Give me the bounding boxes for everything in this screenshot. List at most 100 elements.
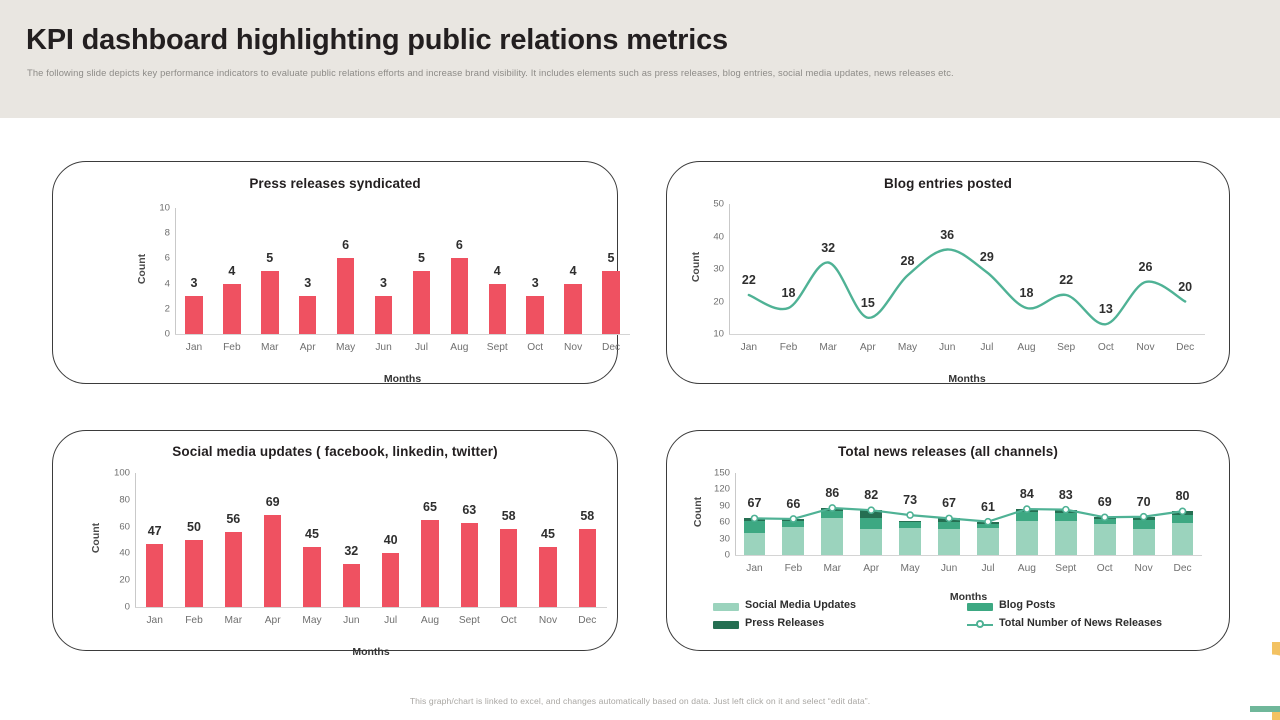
x-axis-line xyxy=(175,334,630,335)
total-line-series xyxy=(750,504,1187,526)
bar xyxy=(336,258,355,334)
chart-card-press-releases-syndicated[interactable]: Press releases syndicated 0 2 4 6 8 10 Count Ja… xyxy=(52,161,630,385)
bar xyxy=(602,271,620,334)
x-axis-tick-label: Feb xyxy=(185,615,203,626)
data-point-label: 67 xyxy=(942,496,956,511)
bar xyxy=(488,283,506,334)
data-point-label: 80 xyxy=(1175,489,1190,504)
data-point-label: 32 xyxy=(821,240,836,255)
x-axis-tick-label: Jul xyxy=(980,342,994,353)
x-axis-tick-label: May xyxy=(302,615,322,626)
x-axis-title: Months xyxy=(948,373,986,385)
x-axis-tick-label: Jun xyxy=(375,342,392,353)
stacked-bar-segment xyxy=(743,532,766,555)
x-axis-tick-label: Aug xyxy=(1017,342,1036,353)
chart-plot-area: 0 2 4 6 8 10 Count Jan Feb Mar Apr May Jun Jul Aug Sept… xyxy=(53,162,630,385)
x-axis-tick-label: Nov xyxy=(538,615,558,626)
y-axis-tick-label: 100 xyxy=(113,467,130,479)
chart-card-blog-entries-posted[interactable]: Blog entries posted 10 20 30 40 50 Count Jan Fe… xyxy=(666,161,1231,385)
bar-value-label: 5 xyxy=(266,251,274,265)
bar-value-label: 58 xyxy=(501,509,516,524)
bar xyxy=(223,283,241,334)
stacked-bar-segment xyxy=(821,518,844,555)
header-band: KPI dashboard highlighting public relati… xyxy=(0,0,1280,118)
chart-title: Total news releases (all channels) xyxy=(838,444,1058,459)
data-point-label: 70 xyxy=(1136,494,1151,509)
x-axis-title: Months xyxy=(383,373,422,385)
stacked-bar-segment xyxy=(899,522,921,528)
x-axis-tick-label: Aug xyxy=(450,342,469,353)
stacked-bar-segment xyxy=(860,529,883,555)
x-axis-tick-label: Jul xyxy=(414,342,428,353)
chart-card-social-media-updates[interactable]: Social media updates ( facebook, linkedi… xyxy=(52,430,618,658)
data-point-label: 29 xyxy=(979,250,994,265)
stacked-bar-segment xyxy=(821,510,844,519)
data-point-label: 83 xyxy=(1058,487,1073,502)
bar xyxy=(303,546,321,607)
x-axis-tick-label: Feb xyxy=(223,342,241,353)
bar-value-label: 6 xyxy=(342,238,350,253)
chart-card-total-news-releases[interactable]: Total news releases (all channels) 0 30 60… xyxy=(666,430,1230,651)
data-point-label: 73 xyxy=(903,493,918,508)
x-axis-tick-label: Jul xyxy=(384,615,398,626)
bar-value-label: 40 xyxy=(383,533,398,548)
legend-label: Total Number of News Releases xyxy=(999,617,1163,629)
bar xyxy=(185,296,203,334)
y-axis-tick-label: 90 xyxy=(719,500,730,512)
bar xyxy=(224,531,242,607)
bar xyxy=(261,271,279,334)
bar xyxy=(298,296,317,334)
data-point-label: 67 xyxy=(747,496,762,511)
x-axis-tick-label: Oct xyxy=(527,342,544,353)
y-axis-tick-label: 60 xyxy=(119,521,130,533)
bar xyxy=(450,258,469,334)
legend-color-swatch xyxy=(713,621,739,629)
y-axis-title: Count xyxy=(90,522,102,554)
y-axis-tick-label: 80 xyxy=(119,494,130,506)
bar-value-label: 4 xyxy=(569,263,577,278)
legend-marker-icon xyxy=(976,620,984,628)
bar-value-label: 63 xyxy=(462,502,477,517)
stacked-bar-segment xyxy=(1015,512,1038,522)
bar-value-label: 4 xyxy=(228,263,236,278)
chart-plot-area: 10 20 30 40 50 Count Jan Feb Mar Apr May Jun Jul Aug S… xyxy=(667,162,1231,385)
data-point-label: 18 xyxy=(781,286,796,300)
x-axis-tick-label: May xyxy=(900,563,920,574)
x-axis-tick-label: Apr xyxy=(299,342,316,353)
y-axis-title: Count xyxy=(136,253,148,285)
stacked-bar-segment xyxy=(782,520,805,528)
stacked-bar-segment xyxy=(1171,515,1194,523)
x-axis-line xyxy=(735,555,1202,556)
stacked-bar-segment xyxy=(1054,512,1077,521)
data-point-label: 26 xyxy=(1138,260,1153,274)
x-axis-tick-label: Jun xyxy=(343,615,360,626)
stacked-bar-segment xyxy=(977,523,999,529)
x-axis-tick-label: Oct xyxy=(1097,342,1114,353)
x-axis-tick-label: Sept xyxy=(1055,563,1077,574)
stacked-bar-segment xyxy=(899,527,921,555)
x-axis-tick-label: Dec xyxy=(1176,342,1195,353)
x-axis-tick-label: Jul xyxy=(981,563,995,574)
data-point-label: 22 xyxy=(741,273,756,287)
bar-value-label: 6 xyxy=(455,238,463,253)
y-axis-tick-label: 60 xyxy=(719,516,730,528)
y-axis-tick-label: 4 xyxy=(164,278,170,290)
chart-title: Social media updates ( facebook, linkedi… xyxy=(172,444,498,459)
bar-value-label: 65 xyxy=(423,499,437,514)
x-axis-tick-label: Nov xyxy=(564,342,583,353)
bar-value-label: 32 xyxy=(344,544,359,559)
stacked-bar-segment xyxy=(977,528,999,555)
line-series-path xyxy=(747,248,1187,326)
y-axis-tick-label: 30 xyxy=(713,263,724,275)
stacked-bar-segment xyxy=(1015,521,1038,555)
bar-value-label: 50 xyxy=(187,520,201,534)
data-point-label: 82 xyxy=(864,488,879,503)
chart-plot-area: 0 30 60 90 120 150 Count Jan Feb Mar Apr May Jun Jul A… xyxy=(667,431,1231,652)
x-axis-tick-label: Sep xyxy=(1057,342,1076,353)
data-point-label: 18 xyxy=(1019,286,1034,300)
y-axis-tick-label: 10 xyxy=(159,202,170,214)
x-axis-title: Months xyxy=(949,591,988,603)
bar-value-label: 3 xyxy=(190,276,198,291)
y-axis-tick-label: 8 xyxy=(164,227,170,239)
legend-label: Blog Posts xyxy=(999,599,1056,611)
